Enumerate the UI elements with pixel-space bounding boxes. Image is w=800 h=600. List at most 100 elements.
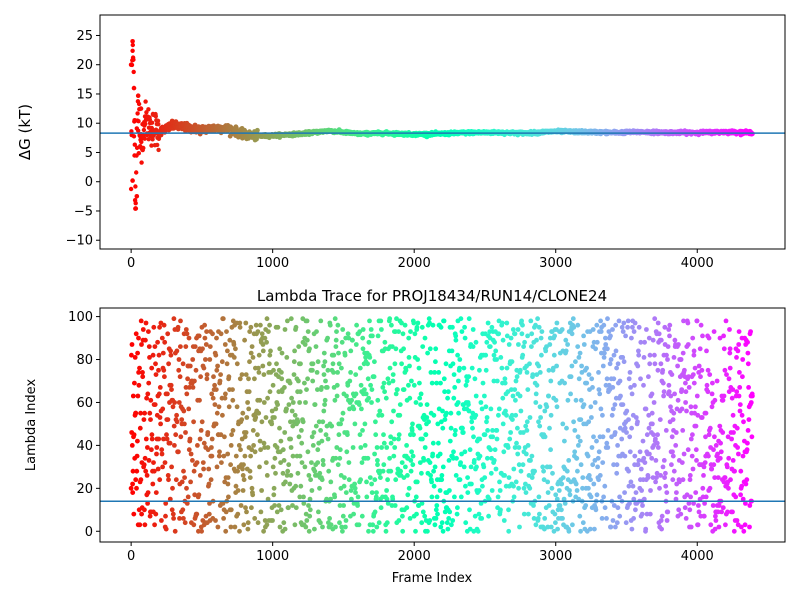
- dg-point: [130, 178, 135, 183]
- lambda-point: [572, 449, 578, 455]
- lambda-point: [179, 479, 185, 485]
- lambda-point: [683, 400, 688, 405]
- lambda-point: [417, 395, 423, 401]
- lambda-point: [702, 460, 708, 465]
- lambda-point: [170, 404, 176, 410]
- lambda-point: [229, 432, 235, 438]
- lambda-point: [270, 382, 276, 388]
- lambda-point: [536, 363, 542, 369]
- lambda-point: [744, 447, 750, 453]
- lambda-point: [303, 400, 308, 405]
- lambda-point: [534, 337, 539, 343]
- lambda-point: [504, 412, 509, 418]
- lambda-point: [605, 346, 610, 352]
- lambda-point: [512, 331, 518, 337]
- lambda-point: [533, 391, 539, 397]
- lambda-point: [391, 436, 397, 442]
- lambda-point: [197, 397, 202, 403]
- lambda-point: [496, 331, 502, 337]
- lambda-point: [263, 460, 269, 465]
- lambda-point: [748, 329, 753, 334]
- lambda-point: [548, 378, 554, 384]
- lambda-point: [346, 477, 352, 483]
- lambda-point: [338, 421, 343, 427]
- lambda-point: [452, 385, 458, 390]
- dg-point: [136, 151, 141, 156]
- lambda-point: [258, 509, 264, 515]
- lambda-point: [632, 320, 638, 326]
- lambda-point: [207, 357, 213, 362]
- lambda-point: [332, 397, 338, 403]
- lambda-point: [307, 346, 312, 352]
- dg-x-tick-label: 1000: [256, 256, 289, 271]
- lambda-point: [536, 419, 541, 425]
- lambda-point: [682, 367, 687, 373]
- lambda-point: [690, 372, 696, 377]
- lambda-point: [417, 425, 423, 431]
- lambda-point: [650, 421, 655, 427]
- lambda-point: [608, 357, 614, 362]
- lambda-point: [288, 473, 294, 478]
- lambda-point: [699, 415, 705, 420]
- lambda-point: [626, 417, 631, 422]
- lambda-point: [250, 492, 256, 498]
- lambda-point: [623, 333, 628, 339]
- lambda-point: [140, 370, 145, 375]
- lambda-point: [353, 391, 359, 397]
- lambda-point: [340, 513, 346, 519]
- lambda-point: [456, 378, 461, 384]
- lambda-point: [519, 318, 524, 324]
- lambda-point: [317, 485, 322, 491]
- lambda-point: [245, 520, 251, 526]
- lambda-point: [172, 528, 178, 534]
- lambda-point: [181, 468, 186, 474]
- lambda-point: [385, 477, 390, 483]
- lambda-point: [240, 473, 246, 478]
- lambda-point: [736, 393, 742, 399]
- lambda-point: [518, 468, 524, 474]
- lambda-point: [477, 367, 482, 373]
- lambda-point: [272, 503, 277, 508]
- lambda-point: [212, 382, 218, 388]
- lambda-point: [506, 507, 511, 513]
- lambda-point: [465, 475, 470, 480]
- lambda-point: [201, 440, 207, 446]
- lambda-point: [510, 393, 516, 399]
- lambda-point: [533, 400, 539, 405]
- dg-point: [149, 120, 155, 125]
- lambda-point: [545, 490, 551, 495]
- lambda-point: [527, 485, 533, 491]
- lambda-point: [567, 488, 572, 493]
- lambda-point: [207, 344, 213, 349]
- lambda-point: [306, 528, 312, 534]
- lambda-point: [655, 367, 661, 373]
- lambda-point: [639, 511, 645, 517]
- lambda-point: [187, 436, 193, 442]
- lambda-point: [483, 352, 489, 358]
- lambda-point: [540, 464, 546, 470]
- lambda-point: [589, 415, 594, 420]
- lambda-point: [596, 387, 602, 392]
- lambda-point: [364, 479, 369, 485]
- lambda-x-axis-label: Frame Index: [392, 571, 473, 586]
- lambda-point: [155, 466, 161, 472]
- lambda-point: [723, 318, 729, 324]
- lambda-point: [355, 503, 360, 508]
- lambda-point: [678, 511, 684, 517]
- lambda-point: [149, 432, 155, 438]
- lambda-point: [587, 526, 593, 532]
- lambda-point: [536, 324, 542, 330]
- lambda-point: [448, 410, 454, 416]
- lambda-point: [699, 367, 705, 373]
- lambda-point: [347, 378, 353, 384]
- lambda-point: [704, 382, 710, 388]
- lambda-point: [292, 522, 298, 528]
- lambda-point: [206, 511, 212, 517]
- lambda-point: [217, 449, 222, 455]
- lambda-point: [710, 503, 716, 508]
- lambda-point: [200, 460, 206, 465]
- lambda-point: [436, 370, 442, 375]
- lambda-point: [666, 327, 672, 332]
- lambda-point: [420, 344, 426, 349]
- lambda-point: [278, 507, 284, 513]
